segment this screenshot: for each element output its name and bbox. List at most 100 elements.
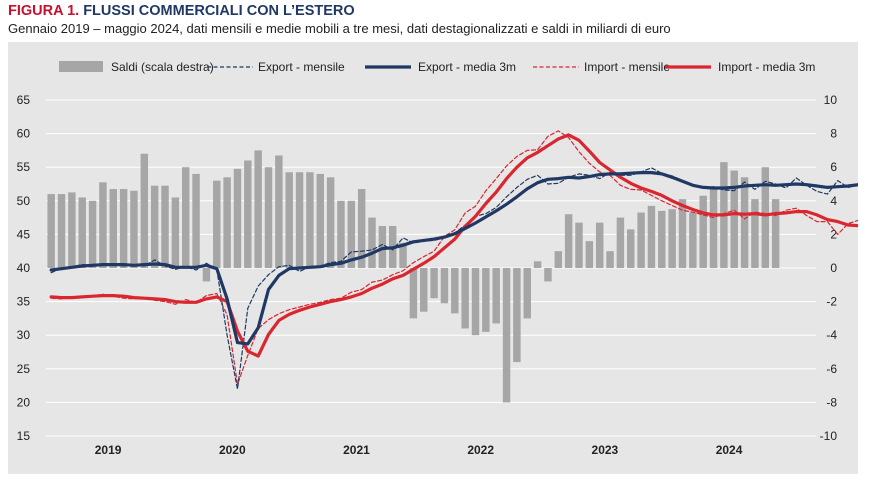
x-axis-tick-label: 2019 <box>95 443 122 457</box>
saldi-bar <box>181 167 190 268</box>
saldi-bar <box>409 268 418 319</box>
right-axis-tick-label: -4 <box>826 328 837 342</box>
saldi-bar <box>740 177 749 268</box>
saldi-bar <box>482 268 490 332</box>
left-axis-ticks: 15 20 25 30 35 40 45 50 55 60 65 <box>17 93 31 443</box>
saldi-bar <box>347 200 356 268</box>
legend: Saldi (scala destra) Export - mensile Expo… <box>59 60 815 74</box>
saldi-bar <box>130 190 138 268</box>
saldi-bar <box>730 170 738 268</box>
x-axis-ticks: 2019 2020 2021 2022 2023 2024 <box>95 443 743 457</box>
saldi-bar <box>326 177 335 268</box>
left-axis-tick-label: 15 <box>17 429 31 443</box>
title-text: FLUSSI COMMERCIALI CON L’ESTERO <box>83 3 355 19</box>
x-axis-tick-label: 2020 <box>219 443 246 457</box>
saldi-bars <box>47 150 780 403</box>
saldi-bar <box>761 167 770 268</box>
saldi-bar <box>150 185 159 268</box>
right-axis-ticks: -10 -8 -6 -4 -2 0 2 4 6 8 10 <box>820 93 838 443</box>
saldi-bar <box>337 200 345 268</box>
left-axis-tick-label: 50 <box>17 194 31 208</box>
saldi-bar <box>678 199 687 268</box>
right-axis-tick-label: 10 <box>824 93 838 107</box>
saldi-bar <box>78 197 86 268</box>
legend-label: Export - mensile <box>258 60 345 74</box>
saldi-bar <box>57 194 66 268</box>
saldi-bar <box>47 194 55 268</box>
saldi-bar <box>88 200 97 268</box>
saldi-bar <box>430 268 438 299</box>
saldi-bar <box>171 197 180 268</box>
export-media-3m-line <box>49 171 858 346</box>
saldi-bar <box>451 268 459 314</box>
saldi-bar <box>399 242 407 268</box>
right-axis-tick-label: 8 <box>830 127 837 141</box>
legend-label: Import - media 3m <box>718 60 815 74</box>
saldi-bar <box>192 173 200 268</box>
saldi-bar <box>140 153 149 268</box>
left-axis-tick-label: 65 <box>17 93 31 107</box>
left-axis-tick-label: 45 <box>17 227 31 241</box>
saldi-bar <box>709 189 718 268</box>
saldi-bar <box>575 222 583 268</box>
saldi-bar <box>275 155 283 268</box>
saldi-bar <box>99 182 107 268</box>
saldi-bar <box>502 268 511 403</box>
right-axis-tick-label: -2 <box>826 295 837 309</box>
saldi-bar <box>357 189 366 268</box>
import-media-3m-line <box>49 133 858 358</box>
right-axis-tick-label: 2 <box>830 227 837 241</box>
saldi-bar <box>637 212 645 268</box>
trade-flows-chart: 15 20 25 30 35 40 45 50 55 60 65 -10 -8 -6 -4 -2 0 2 4 6 8 10… <box>17 60 858 457</box>
saldi-bar <box>699 195 707 268</box>
saldi-bar <box>223 177 231 268</box>
saldi-bar <box>668 209 676 268</box>
left-axis-tick-label: 60 <box>17 127 31 141</box>
legend-label: Saldi (scala destra) <box>111 60 214 74</box>
saldi-bar <box>461 268 469 329</box>
saldi-bar <box>492 268 500 324</box>
saldi-bar <box>202 268 211 282</box>
saldi-bar <box>368 217 376 268</box>
saldi-bar <box>213 180 221 268</box>
saldi-bar <box>316 173 324 268</box>
saldi-bar <box>513 268 521 363</box>
saldi-bar <box>523 268 531 319</box>
saldi-bar <box>751 199 759 268</box>
legend-label: Export - media 3m <box>418 60 516 74</box>
saldi-bar <box>109 189 117 268</box>
left-axis-tick-label: 35 <box>17 295 31 309</box>
left-axis-tick-label: 55 <box>17 160 31 174</box>
right-axis-tick-label: 4 <box>830 194 837 208</box>
saldi-bar <box>68 192 76 268</box>
saldi-bar <box>544 268 552 282</box>
saldi-bar <box>161 185 169 268</box>
legend-label: Import - mensile <box>584 60 670 74</box>
saldi-bar <box>533 261 542 268</box>
left-axis-tick-label: 25 <box>17 362 31 376</box>
saldi-bar <box>119 189 128 268</box>
right-axis-tick-label: -8 <box>826 395 837 409</box>
chart-panel: 15 20 25 30 35 40 45 50 55 60 65 -10 -8 -6 -4 -2 0 2 4 6 8 10… <box>8 42 858 474</box>
saldi-bar <box>306 172 314 268</box>
right-axis-tick-label: 6 <box>830 160 837 174</box>
x-axis-tick-label: 2024 <box>716 443 743 457</box>
chart-subtitle: Gennaio 2019 – maggio 2024, dati mensili… <box>8 21 671 36</box>
chart-title: FIGURA 1. FLUSSI COMMERCIALI CON L’ESTER… <box>8 2 863 20</box>
saldi-bar <box>564 214 573 268</box>
saldi-bar <box>658 210 666 268</box>
figure-label: FIGURA 1. <box>8 3 80 19</box>
saldi-bar <box>420 268 428 312</box>
right-axis-tick-label: 0 <box>830 261 837 275</box>
left-axis-tick-label: 20 <box>17 395 31 409</box>
x-axis-tick-label: 2023 <box>592 443 619 457</box>
saldi-bar <box>471 268 480 336</box>
saldi-bar <box>585 241 594 268</box>
x-axis-tick-label: 2021 <box>343 443 370 457</box>
saldi-bar <box>647 205 656 268</box>
left-axis-tick-label: 30 <box>17 328 31 342</box>
saldi-bar <box>595 222 604 268</box>
chart-header: FIGURA 1. FLUSSI COMMERCIALI CON L’ESTER… <box>8 2 863 38</box>
saldi-bar <box>689 212 697 268</box>
saldi-bar <box>244 160 252 268</box>
